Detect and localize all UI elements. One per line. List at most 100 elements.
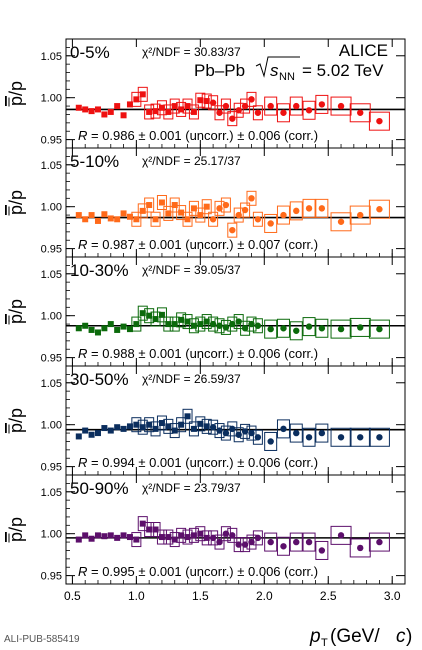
data-marker bbox=[146, 421, 153, 428]
x-tick-label: 0.5 bbox=[64, 589, 81, 603]
data-marker bbox=[254, 434, 262, 441]
systematic-box bbox=[131, 211, 142, 227]
systematic-box bbox=[252, 211, 263, 227]
chi2-label: χ²/NDF = 26.59/37 bbox=[142, 372, 241, 386]
data-marker bbox=[357, 434, 364, 441]
data-marker bbox=[75, 104, 82, 111]
systematic-box bbox=[233, 427, 244, 443]
y-tick-label: 1.00 bbox=[41, 93, 62, 105]
systematic-box bbox=[330, 96, 352, 116]
systematic-box bbox=[176, 417, 187, 433]
x-tick-label: 3.0 bbox=[384, 589, 401, 603]
systematic-box bbox=[315, 198, 329, 218]
data-marker bbox=[94, 106, 101, 113]
systematic-box bbox=[302, 532, 316, 552]
systematic-box bbox=[330, 427, 352, 447]
data-marker bbox=[75, 325, 82, 332]
data-marker bbox=[126, 326, 133, 333]
energy-label: = 5.02 TeV bbox=[302, 61, 384, 80]
ratio-label: R = 0.995 ± 0.001 (uncorr.) ± 0.006 (cor… bbox=[78, 564, 318, 579]
data-marker bbox=[107, 215, 114, 222]
data-marker bbox=[229, 226, 236, 234]
data-marker bbox=[82, 216, 89, 223]
data-marker bbox=[88, 108, 95, 115]
systematic-box bbox=[276, 419, 290, 439]
systematic-box bbox=[252, 530, 263, 546]
data-marker bbox=[139, 207, 146, 214]
data-marker bbox=[267, 538, 274, 546]
systematic-box bbox=[208, 530, 219, 546]
systematic-box bbox=[163, 205, 174, 221]
systematic-box bbox=[368, 427, 390, 447]
systematic-box bbox=[330, 319, 352, 339]
systematic-box bbox=[169, 532, 180, 548]
y-tick-label: 0.95 bbox=[41, 353, 62, 365]
systematic-box bbox=[233, 207, 244, 223]
data-marker bbox=[126, 423, 133, 430]
data-marker bbox=[318, 429, 326, 437]
data-marker bbox=[88, 535, 95, 542]
data-marker bbox=[197, 530, 204, 537]
centrality-label: 30-50% bbox=[70, 370, 129, 389]
centrality-label: 50-90% bbox=[70, 479, 129, 498]
data-marker bbox=[280, 425, 287, 433]
data-marker bbox=[254, 322, 262, 329]
data-marker bbox=[254, 216, 262, 223]
x-axis-title-close: ) bbox=[406, 626, 412, 647]
data-marker bbox=[184, 534, 191, 541]
data-marker bbox=[152, 108, 159, 115]
data-marker bbox=[203, 98, 210, 105]
x-tick-label: 1.0 bbox=[128, 589, 145, 603]
publication-id: ALI-PUB-585419 bbox=[4, 634, 80, 645]
systematic-box bbox=[302, 317, 316, 337]
systematic-box bbox=[144, 417, 155, 433]
data-marker bbox=[337, 434, 345, 441]
systematic-box bbox=[315, 423, 329, 443]
data-marker bbox=[280, 109, 287, 116]
data-marker bbox=[254, 109, 262, 116]
systematic-box bbox=[289, 96, 303, 116]
systematic-box bbox=[156, 195, 167, 210]
systematic-box bbox=[156, 100, 167, 116]
data-marker bbox=[126, 101, 133, 108]
systematic-box bbox=[220, 425, 231, 441]
systematic-box bbox=[302, 427, 316, 447]
data-marker bbox=[376, 206, 383, 213]
data-marker bbox=[171, 427, 178, 434]
y-tick-label: 1.05 bbox=[41, 160, 62, 172]
data-marker bbox=[88, 431, 95, 438]
systematic-box bbox=[208, 419, 219, 435]
y-tick-label: 1.05 bbox=[41, 487, 62, 499]
systematic-box bbox=[163, 104, 174, 120]
data-marker bbox=[94, 329, 101, 336]
data-marker bbox=[190, 205, 197, 212]
data-marker bbox=[158, 104, 165, 111]
systematic-box bbox=[214, 200, 225, 216]
chi2-label: χ²/NDF = 25.17/37 bbox=[142, 154, 241, 168]
centrality-label: 0-5% bbox=[70, 43, 110, 62]
systematic-box bbox=[252, 318, 263, 334]
data-marker bbox=[337, 325, 345, 333]
systematic-box bbox=[289, 201, 303, 221]
data-marker bbox=[305, 434, 313, 441]
data-marker bbox=[171, 202, 178, 209]
data-marker bbox=[197, 321, 204, 328]
systematic-box bbox=[144, 197, 155, 213]
y-tick-label: 1.00 bbox=[41, 311, 62, 323]
systematic-box bbox=[246, 425, 257, 441]
systematic-box bbox=[156, 415, 167, 431]
data-marker bbox=[190, 532, 197, 539]
data-marker bbox=[146, 526, 153, 533]
data-marker bbox=[158, 311, 165, 318]
data-marker bbox=[376, 117, 383, 125]
data-marker bbox=[248, 96, 255, 103]
data-marker bbox=[197, 420, 204, 427]
ratio-label: R = 0.988 ± 0.001 (uncorr.) ± 0.006 (cor… bbox=[78, 346, 318, 361]
chi2-label: χ²/NDF = 30.83/37 bbox=[142, 45, 241, 59]
data-marker bbox=[184, 103, 191, 110]
data-marker bbox=[197, 212, 204, 219]
systematic-box bbox=[330, 212, 352, 232]
systematic-box bbox=[150, 103, 161, 119]
data-marker bbox=[152, 526, 159, 533]
y-axis-title: p/p bbox=[6, 408, 26, 434]
